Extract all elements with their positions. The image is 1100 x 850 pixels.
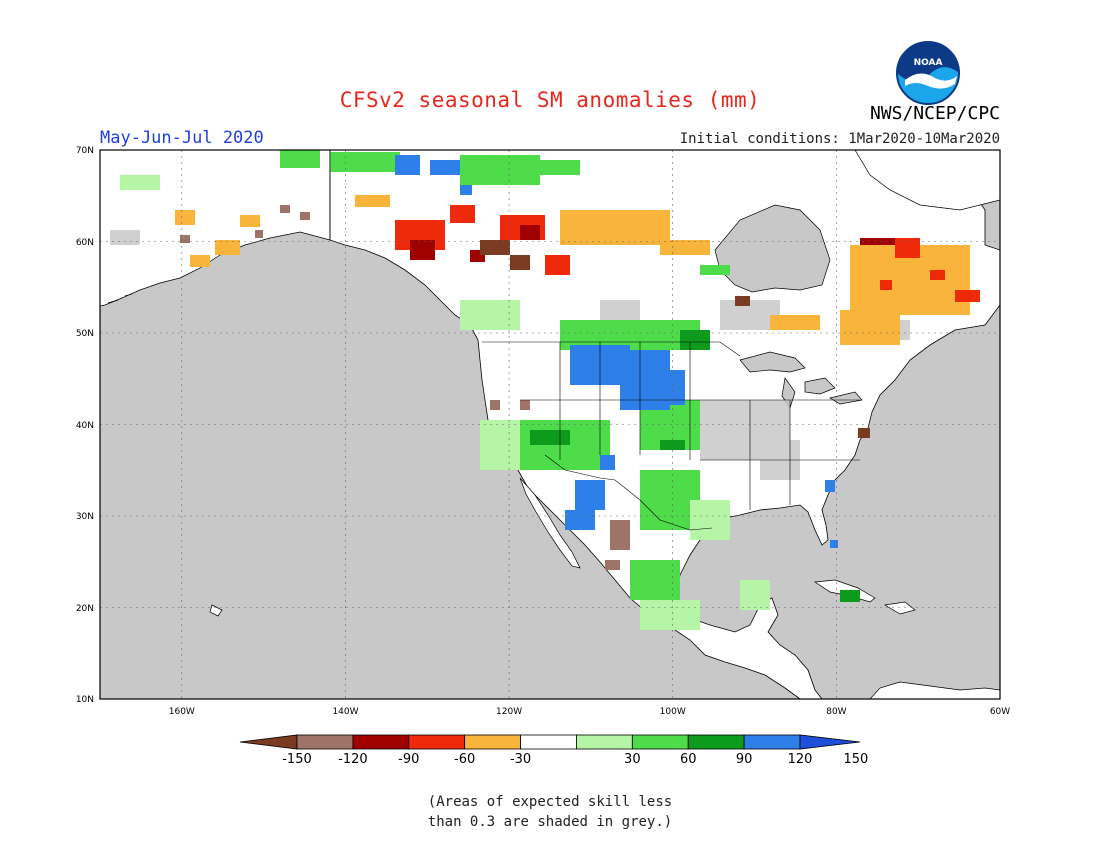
colorbar-label: 150 — [843, 752, 868, 767]
land-hispaniola — [883, 601, 916, 615]
agency-label: NWS/NCEP/CPC — [869, 103, 1000, 124]
lon-tick-label: 160W — [169, 707, 195, 717]
colorbar-swatch — [576, 734, 633, 750]
lon-tick-label: 100W — [660, 707, 686, 717]
map-title: CFSv2 seasonal SM anomalies (mm) — [339, 88, 761, 112]
map-frame — [99, 149, 1001, 700]
water-hudson-bay — [714, 204, 831, 293]
colorbar-swatch — [687, 734, 745, 750]
colorbar: -150 -120 -90 -60 -30 30 60 90 120 150 — [239, 734, 868, 767]
lat-tick-label: 70N — [76, 146, 94, 156]
lon-tick-label: 80W — [826, 707, 846, 717]
anomaly-blue-north — [395, 155, 472, 195]
colorbar-label: -120 — [338, 752, 368, 767]
political-borders — [329, 150, 860, 531]
noaa-logo-text: NOAA — [914, 58, 943, 68]
anomaly-green-north — [280, 150, 580, 185]
colorbar-label: 60 — [680, 752, 697, 767]
colorbar-label: -30 — [510, 752, 531, 767]
colorbar-arrow-high — [799, 734, 861, 750]
colorbar-label: -90 — [398, 752, 419, 767]
lat-tick-label: 30N — [76, 512, 94, 522]
anomaly-darkbrown — [480, 240, 870, 438]
colorbar-arrow-low — [239, 734, 298, 750]
anomaly-brown-alaska — [180, 205, 310, 243]
colorbar-label: 90 — [736, 752, 753, 767]
colorbar-swatch — [631, 734, 689, 750]
land-baja — [519, 477, 581, 569]
anomaly-orange-alaska — [175, 210, 260, 267]
anomaly-lightgreen — [120, 175, 770, 630]
colorbar-label: 30 — [624, 752, 641, 767]
lon-tick-labels: 160W 140W 120W 100W 80W 60W — [169, 707, 1011, 717]
lat-tick-label: 50N — [76, 329, 94, 339]
lon-tick-label: 120W — [496, 707, 522, 717]
lat-tick-label: 40N — [76, 421, 94, 431]
colorbar-swatch — [408, 734, 466, 750]
footnote-line-1: (Areas of expected skill less — [427, 794, 673, 810]
skill-footnote: (Areas of expected skill less than 0.3 a… — [0, 792, 1100, 832]
initial-conditions-label: Initial conditions: 1Mar2020-10Mar2020 — [679, 131, 1000, 147]
anomaly-darkred-bc — [410, 225, 895, 262]
anomaly-brown-mexico — [490, 400, 630, 570]
graticule — [100, 150, 1000, 699]
lon-tick-label: 60W — [990, 707, 1010, 717]
lat-tick-label: 10N — [76, 695, 94, 705]
land-hawaii — [209, 604, 223, 617]
land-south-america — [869, 681, 1000, 699]
colorbar-swatch — [743, 734, 801, 750]
forecast-period: May-Jun-Jul 2020 — [100, 128, 264, 148]
noaa-logo-icon: NOAA — [895, 40, 961, 110]
land-greenland — [854, 150, 1000, 211]
lon-tick-label: 140W — [332, 707, 358, 717]
lat-tick-label: 60N — [76, 238, 94, 248]
colorbar-label: -60 — [454, 752, 475, 767]
colorbar-swatch — [520, 734, 577, 750]
colorbar-swatch — [296, 734, 354, 750]
colorbar-swatch — [352, 734, 410, 750]
lat-tick-labels: 70N 60N 50N 40N 30N 20N 10N — [76, 146, 94, 705]
colorbar-swatch — [464, 734, 521, 750]
colorbar-label: 120 — [788, 752, 813, 767]
footnote-line-2: than 0.3 are shaded in grey.) — [427, 814, 673, 830]
anomaly-red-quebec — [880, 238, 980, 302]
colorbar-label: -150 — [282, 752, 312, 767]
lat-tick-label: 20N — [76, 604, 94, 614]
land-aleutians — [107, 293, 133, 304]
anomaly-orange-canada — [355, 195, 970, 345]
